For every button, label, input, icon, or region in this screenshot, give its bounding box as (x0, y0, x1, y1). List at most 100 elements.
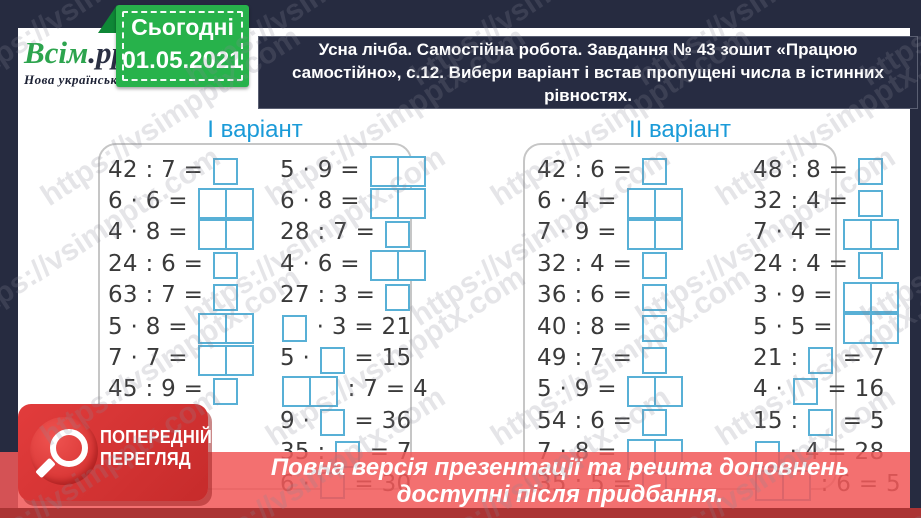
answer-box[interactable] (282, 315, 307, 343)
problem-row: 36 : 6 = (537, 280, 685, 311)
variant-2-column-right: 48 : 8 = 32 : 4 = 7 · 4 = 24 : 4 = 3 · 9… (753, 154, 901, 502)
problem-text: 42 : 6 = (537, 156, 640, 183)
answer-box[interactable] (212, 377, 238, 405)
answer-box-cell[interactable] (842, 281, 872, 313)
answer-box-double[interactable] (369, 250, 426, 282)
problem-row: 40 : 8 = (537, 311, 685, 343)
answer-box[interactable] (319, 409, 345, 437)
problem-text: 7 · 9 = (537, 219, 625, 246)
answer-box-double[interactable] (842, 281, 899, 313)
problem-row: 63 : 7 = (108, 280, 256, 311)
problem-text: · 3 = 21 (309, 313, 412, 340)
problem-row: 42 : 6 = (537, 154, 685, 186)
answer-box-cell[interactable] (369, 250, 399, 282)
answer-box-cell[interactable] (626, 375, 656, 407)
bottom-strip (0, 508, 921, 518)
answer-box[interactable] (641, 346, 667, 374)
answer-box-cell[interactable] (869, 281, 899, 313)
answer-box-cell[interactable] (282, 375, 311, 407)
problem-text: = 5 (835, 407, 885, 434)
answer-box-double[interactable] (197, 218, 254, 250)
problem-text: 21 : (753, 345, 807, 372)
answer-box-cell[interactable] (197, 313, 227, 345)
answer-box-cell[interactable] (653, 375, 683, 407)
brand-name-green: Всім (24, 35, 89, 70)
answer-box-cell[interactable] (197, 187, 227, 219)
problem-text: 7 · 7 = (108, 345, 196, 372)
answer-box-cell[interactable] (869, 218, 899, 250)
ribbon-fold-icon (98, 5, 117, 33)
answer-box[interactable] (212, 283, 238, 311)
variant-2-panel: 42 : 6 = 6 · 4 = 7 · 9 = 32 : 4 = 36 : 6… (523, 143, 901, 502)
answer-box-cell[interactable] (653, 187, 683, 219)
answer-box-cell[interactable] (369, 187, 399, 219)
answer-box[interactable] (857, 252, 883, 280)
problem-row: 9 · = 36 (280, 405, 428, 437)
problem-row: 21 : = 7 (753, 342, 901, 374)
answer-box-double[interactable] (197, 313, 254, 345)
problem-text: 63 : 7 = (108, 282, 211, 309)
problem-row: : 7 = 4 (280, 374, 428, 407)
answer-box[interactable] (857, 158, 883, 186)
answer-box[interactable] (641, 158, 667, 186)
problem-row: 4 · 8 = (108, 217, 256, 250)
answer-box-cell[interactable] (626, 187, 656, 219)
answer-box-cell[interactable] (653, 218, 683, 250)
answer-box-cell[interactable] (224, 187, 254, 219)
answer-box-cell[interactable] (197, 218, 227, 250)
answer-box-cell[interactable] (626, 218, 656, 250)
problem-text: 24 : 6 = (108, 250, 211, 277)
task-header-bar: Усна лічба. Самостійна робота. Завдання … (258, 36, 918, 109)
answer-box[interactable] (808, 409, 834, 437)
answer-box-double[interactable] (197, 187, 254, 219)
problem-row: 28 : 7 = (280, 217, 428, 248)
problem-row: 42 : 7 = (108, 154, 256, 186)
answer-box-double[interactable] (626, 187, 683, 219)
answer-box-cell[interactable] (197, 344, 227, 376)
answer-box-cell[interactable] (396, 187, 426, 219)
answer-box-cell[interactable] (396, 250, 426, 282)
answer-box-cell[interactable] (869, 313, 899, 345)
answer-box-cell[interactable] (309, 375, 338, 407)
answer-box-double[interactable] (369, 156, 426, 188)
problem-row: 7 · 7 = (108, 342, 256, 376)
answer-box-cell[interactable] (396, 156, 426, 188)
answer-box-cell[interactable] (842, 218, 872, 250)
answer-box-cell[interactable] (224, 344, 254, 376)
problem-text: 5 · 9 = (280, 156, 368, 183)
problem-text: 27 : 3 = (280, 282, 383, 309)
answer-box[interactable] (808, 346, 834, 374)
answer-box[interactable] (319, 346, 345, 374)
answer-box-double[interactable] (197, 344, 254, 376)
problem-row: 3 · 9 = (753, 280, 901, 313)
problem-text: 6 · 4 = (537, 188, 625, 215)
answer-box[interactable] (641, 252, 667, 280)
answer-box-double[interactable] (626, 375, 683, 407)
answer-box-double[interactable] (626, 218, 683, 250)
answer-box-cell[interactable] (224, 218, 254, 250)
answer-box[interactable] (384, 283, 410, 311)
answer-box-cell[interactable] (224, 313, 254, 345)
answer-box-double[interactable] (842, 218, 899, 250)
answer-box[interactable] (641, 409, 667, 437)
answer-box-double[interactable] (369, 187, 426, 219)
problem-row: 15 : = 5 (753, 405, 901, 437)
problem-text: 9 · (280, 407, 318, 434)
answer-box-double[interactable] (842, 313, 899, 345)
preview-badge-text: ПОПЕРЕДНІЙ ПЕРЕГЛЯД (100, 427, 212, 469)
answer-box-cell[interactable] (842, 313, 872, 345)
answer-box[interactable] (212, 252, 238, 280)
answer-box[interactable] (641, 283, 667, 311)
answer-box[interactable] (384, 220, 410, 248)
answer-box[interactable] (792, 377, 818, 405)
answer-box[interactable] (857, 189, 883, 217)
problem-row: 7 · 4 = (753, 217, 901, 250)
problem-text: = 15 (346, 345, 412, 372)
answer-box[interactable] (641, 315, 667, 343)
answer-box-double[interactable] (282, 375, 338, 407)
task-header-text: Усна лічба. Самостійна робота. Завдання … (292, 40, 884, 105)
answer-box[interactable] (212, 158, 238, 186)
answer-box-cell[interactable] (369, 156, 399, 188)
problem-text: 24 : 4 = (753, 250, 856, 277)
